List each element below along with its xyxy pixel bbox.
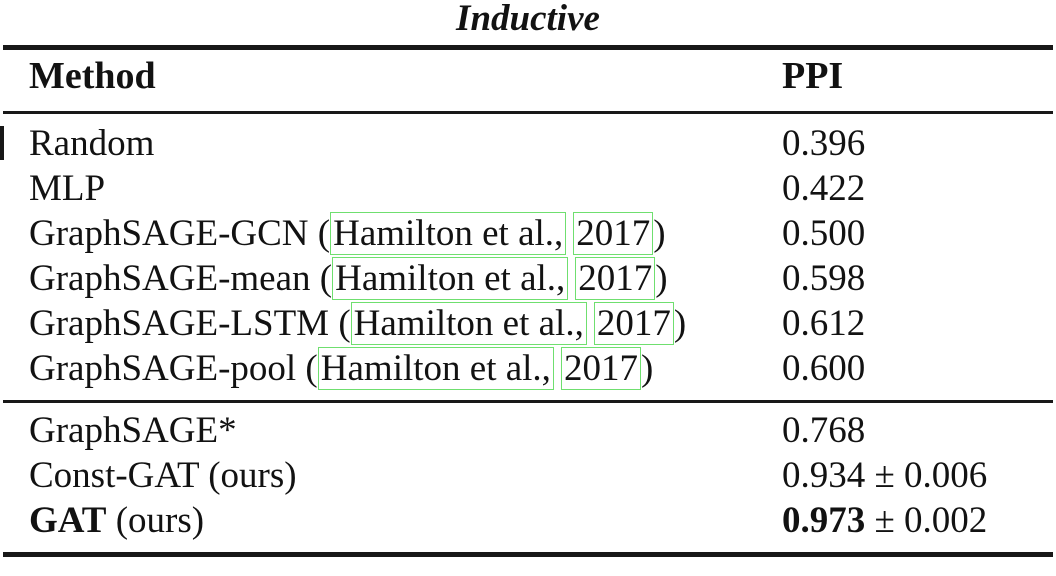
method-name: GraphSAGE-pool ( — [29, 348, 318, 389]
table-row: GraphSAGE-pool (Hamilton et al., 2017) 0.… — [0, 346, 1056, 391]
ppi-value: 0.598 — [782, 258, 866, 299]
method-name: GraphSAGE-GCN ( — [29, 213, 331, 254]
method-name-bold: GAT — [29, 500, 107, 541]
method-name-suffix: ) — [640, 348, 654, 389]
table-row: MLP 0.422 — [0, 166, 1056, 211]
ppi-value: 0.422 — [782, 168, 866, 209]
method-name-suffix: ) — [673, 303, 687, 344]
method-name-suffix: ) — [655, 258, 668, 299]
ppi-value-rest: ± 0.002 — [865, 500, 988, 541]
table-row: Const-GAT (ours) 0.934 ± 0.006 — [0, 453, 1056, 498]
citation-link-year[interactable]: 2017 — [560, 347, 641, 390]
ppi-value: 0.768 — [782, 410, 866, 451]
table-row: GraphSAGE* 0.768 — [0, 408, 1056, 453]
table-title: Inductive — [456, 0, 600, 39]
section-divider-rule — [3, 400, 1053, 403]
citation-link-authors[interactable]: Hamilton et al., — [332, 257, 569, 300]
table-row: GraphSAGE-LSTM (Hamilton et al., 2017) 0.… — [0, 301, 1056, 346]
ppi-value: 0.973 ± 0.002 — [782, 498, 987, 543]
table-header-row: Method PPI — [0, 54, 1056, 99]
citation-link-year[interactable]: 2017 — [575, 257, 656, 300]
method-name: GraphSAGE-mean ( — [29, 258, 333, 299]
table-row: Random 0.396 — [0, 121, 1056, 166]
ppi-value-bold: 0.973 — [782, 500, 866, 541]
ppi-value: 0.500 — [782, 213, 866, 254]
table-row: GAT (ours) 0.973 ± 0.002 — [0, 498, 1056, 543]
top-rule — [3, 45, 1053, 50]
citation-link-authors[interactable]: Hamilton et al., — [317, 347, 554, 390]
citation-link-year[interactable]: 2017 — [593, 302, 674, 345]
header-rule — [3, 111, 1053, 114]
ppi-value: 0.612 — [782, 303, 866, 344]
citation-link-year[interactable]: 2017 — [573, 212, 654, 255]
method-name: MLP — [29, 168, 106, 209]
method-name: GraphSAGE-LSTM ( — [29, 303, 351, 344]
citation-link-authors[interactable]: Hamilton et al., — [350, 302, 587, 345]
ppi-value: 0.600 — [782, 348, 866, 389]
method-name-suffix: ) — [653, 213, 666, 254]
column-header-method: Method — [29, 55, 156, 97]
table-row: GraphSAGE-GCN (Hamilton et al., 2017) 0.5… — [0, 211, 1056, 256]
table-row: GraphSAGE-mean (Hamilton et al., 2017) 0.… — [0, 256, 1056, 301]
method-name: Const-GAT (ours) — [29, 455, 297, 496]
left-edge-crop-artifact — [0, 126, 4, 160]
bottom-rule — [3, 552, 1053, 557]
column-header-ppi: PPI — [782, 55, 844, 97]
method-name: GraphSAGE* — [29, 410, 237, 451]
citation-link-authors[interactable]: Hamilton et al., — [330, 212, 567, 255]
method-name-suffix: (ours) — [106, 500, 205, 541]
ppi-value: 0.934 ± 0.006 — [782, 455, 988, 496]
method-name: Random — [29, 123, 155, 164]
ppi-value: 0.396 — [782, 123, 866, 164]
